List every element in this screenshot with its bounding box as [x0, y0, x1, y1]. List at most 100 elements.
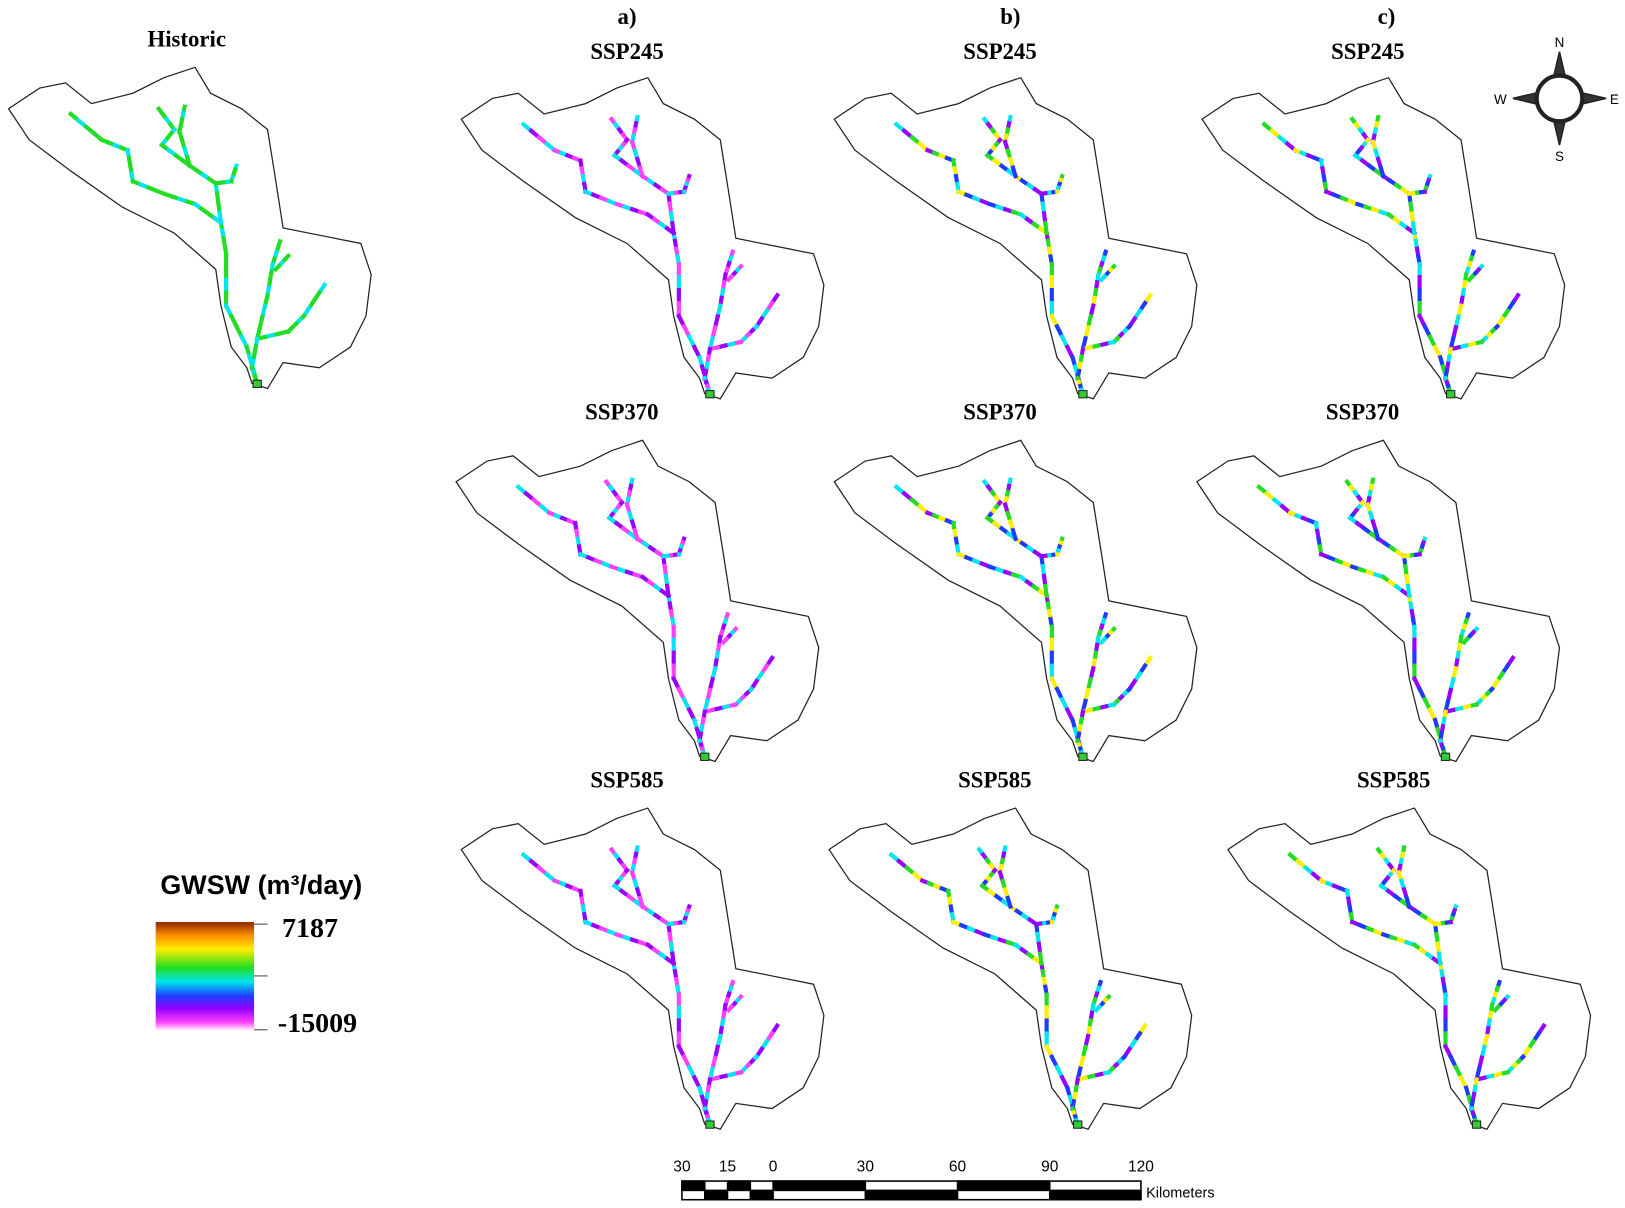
outlet [252, 379, 262, 388]
stream-segment [1466, 273, 1476, 283]
scale-tick-label: 15 [719, 1159, 736, 1176]
watershed-map [1196, 439, 1561, 763]
stream-segment [725, 273, 735, 283]
stream-segment [184, 154, 193, 169]
watershed-map [828, 807, 1193, 1131]
stream-segment [1378, 164, 1386, 179]
scale-unit: Kilometers [1146, 1185, 1215, 1201]
outlet [1078, 752, 1088, 761]
legend-ramp [155, 922, 255, 1031]
watershed-outline [1201, 76, 1566, 400]
panel-title: SSP585 [590, 767, 663, 792]
stream-segment [666, 190, 675, 197]
compass-label: E [1610, 92, 1619, 107]
scale-tick-label: 30 [673, 1159, 691, 1176]
scale-tick-label: 0 [769, 1159, 778, 1176]
watershed-outline [828, 807, 1193, 1131]
stream-segment [725, 1003, 735, 1014]
scale-tick-label: 60 [949, 1159, 967, 1176]
stream-segment [632, 527, 640, 542]
outlet [1446, 390, 1456, 399]
stream-segment [1405, 583, 1412, 599]
stream-segment [1410, 220, 1417, 236]
outlet [705, 1120, 715, 1129]
scale-bar [681, 1180, 1142, 1201]
watershed-map [833, 76, 1198, 400]
stream-segment [272, 263, 282, 273]
watershed-map [1201, 76, 1566, 400]
panel-title: SSP370 [1326, 400, 1399, 425]
scale-tick-label: 30 [857, 1159, 875, 1176]
watershed-outline [1227, 807, 1592, 1131]
panel-title: SSP245 [1331, 39, 1404, 64]
legend-max: 7187 [282, 913, 338, 944]
watershed-map [7, 66, 372, 390]
stream-segment [670, 951, 676, 966]
watershed-map [460, 76, 825, 400]
panel-title: SSP585 [1357, 767, 1430, 792]
stream-segment [1005, 895, 1013, 910]
watershed-outline [833, 76, 1198, 400]
stream-segment [1037, 951, 1044, 966]
panel-title: SSP370 [963, 400, 1036, 425]
stream-segment [1492, 1003, 1502, 1014]
stream-segment [1461, 636, 1471, 646]
stream-segment [1372, 527, 1381, 542]
stream-segment [1010, 164, 1019, 179]
stream-segment [664, 583, 671, 599]
outlet [1440, 752, 1451, 761]
stream-segment [637, 164, 646, 179]
stream-segment [660, 553, 670, 559]
stream-segment [1039, 190, 1048, 197]
stream-segment [1043, 220, 1049, 236]
panel-title: SSP585 [958, 767, 1031, 792]
watershed-map [460, 807, 825, 1131]
watershed-outline [833, 439, 1198, 763]
stream-segment [637, 895, 646, 910]
compass-label: N [1555, 35, 1565, 50]
stream-segment [1401, 553, 1411, 559]
watershed-outline [455, 439, 820, 763]
legend-title: GWSW (m³/day) [160, 870, 362, 900]
stream-segment [720, 636, 730, 646]
watershed-outline [1196, 439, 1561, 763]
panel-title: SSP370 [585, 400, 658, 425]
legend-min: -15009 [278, 1008, 357, 1039]
stream-segment [1010, 527, 1019, 542]
stream-segment [1098, 636, 1108, 646]
column-label: c) [1378, 4, 1396, 29]
compass-label: W [1494, 92, 1507, 107]
panel-title: Historic [148, 27, 226, 52]
outlet [705, 390, 715, 399]
scale-tick-label: 120 [1128, 1159, 1154, 1176]
stream-segment [1093, 1003, 1103, 1014]
compass-label: S [1555, 149, 1564, 164]
stream-segment [1406, 190, 1416, 197]
stream-segment [1033, 921, 1043, 927]
scale-tick-label: 90 [1041, 1159, 1059, 1176]
stream-segment [1043, 583, 1049, 599]
watershed-outline [460, 807, 825, 1131]
stream-segment [666, 921, 675, 927]
outlet [1471, 1120, 1482, 1129]
stream-segment [217, 210, 224, 226]
stream-segment [1039, 553, 1048, 559]
stream-segment [1098, 273, 1108, 283]
stream-segment [670, 220, 676, 236]
watershed-map [455, 439, 820, 763]
panel-title: SSP245 [590, 39, 663, 64]
panel-title: SSP245 [963, 39, 1036, 64]
outlet [1073, 1120, 1083, 1129]
watershed-map [833, 439, 1198, 763]
stream-segment [1436, 951, 1443, 966]
outlet [700, 752, 710, 761]
watershed-outline [7, 66, 372, 390]
compass [1512, 51, 1607, 146]
watershed-outline [460, 76, 825, 400]
column-label: b) [1000, 4, 1020, 29]
stream-segment [1404, 895, 1412, 910]
outlet [1078, 390, 1088, 399]
watershed-map [1227, 807, 1592, 1131]
